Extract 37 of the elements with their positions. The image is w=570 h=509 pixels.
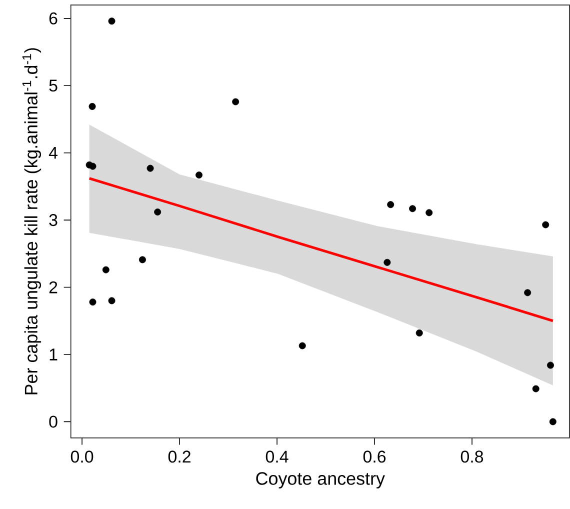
x-tick-label: 0.4 — [266, 450, 288, 463]
y-tick-label: 0 — [49, 416, 58, 428]
point — [384, 259, 391, 266]
line-series — [88, 177, 554, 322]
point — [232, 98, 240, 106]
point — [387, 201, 394, 208]
point — [524, 289, 532, 296]
point — [549, 418, 556, 426]
x-axis-title: Coyote ancestry — [256, 472, 385, 489]
point — [89, 298, 96, 306]
y-tick-label: 1 — [50, 348, 58, 360]
y-tick-label: 4 — [48, 147, 58, 159]
point — [542, 221, 550, 228]
y-tick-label: 5 — [49, 80, 58, 92]
point — [196, 172, 203, 179]
point — [416, 330, 423, 337]
y-tick-label: 3 — [49, 214, 58, 226]
point — [298, 342, 306, 350]
point — [108, 18, 116, 25]
y-tick-label: 2 — [49, 282, 58, 294]
point — [546, 362, 554, 369]
point — [409, 205, 416, 212]
y-tick-label: 6 — [49, 12, 58, 25]
point — [426, 209, 433, 216]
point — [154, 208, 162, 216]
point — [532, 385, 540, 392]
point — [146, 164, 154, 172]
point — [102, 266, 110, 274]
point — [89, 162, 96, 170]
point — [88, 103, 96, 110]
x-tick-label: 0.0 — [70, 450, 94, 463]
point — [138, 256, 146, 264]
x-tick-label: 0.8 — [460, 450, 484, 463]
x-tick-label: 0.2 — [168, 450, 190, 463]
y-axis-title: Per capita ungulate kill rate (kg.animal$^{-1}$.d$^{-1}$) — [22, 48, 42, 394]
point — [108, 297, 116, 304]
x-tick-label: 0.6 — [363, 450, 386, 463]
